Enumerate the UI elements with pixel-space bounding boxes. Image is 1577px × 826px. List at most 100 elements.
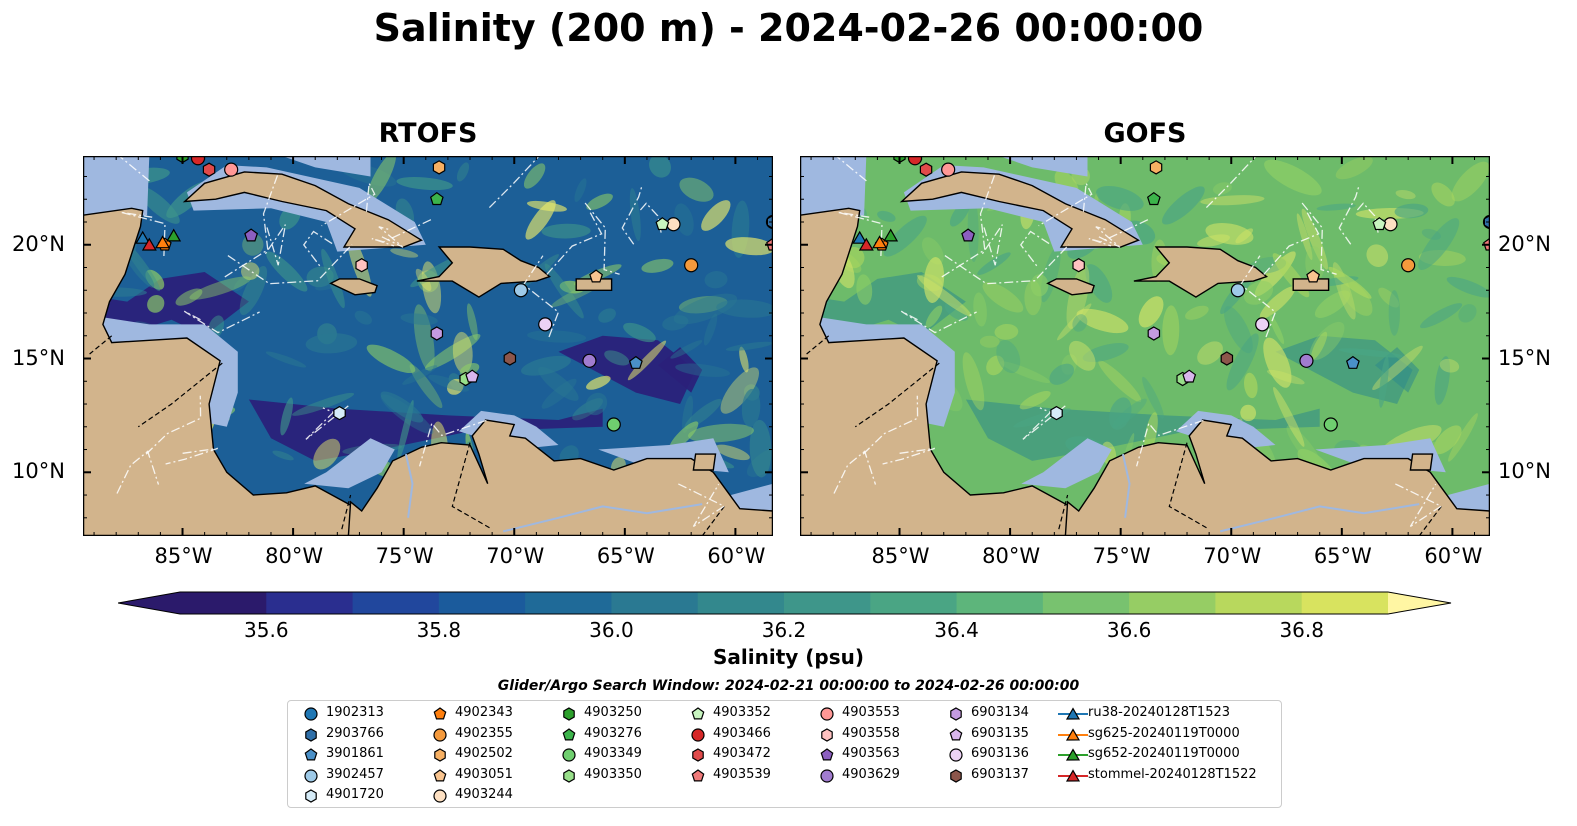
colorbar-tick-label: 36.2 [761, 618, 807, 642]
eez-boundary [264, 224, 287, 266]
river [1121, 453, 1131, 518]
eez-boundary [305, 405, 349, 440]
lon-tick-label: 70°W [1203, 544, 1262, 568]
land-hispaniola [416, 246, 552, 298]
salinity-eddy [883, 215, 927, 257]
land-trinidad [1409, 453, 1434, 471]
gofs-map [800, 156, 1490, 536]
salinity-eddy [456, 162, 470, 182]
salinity-eddy [366, 156, 396, 203]
salinity-eddy [428, 374, 469, 392]
marker-4902355 [684, 258, 699, 273]
salinity-eddy [280, 397, 294, 436]
salinity-eddy [604, 350, 630, 366]
lon-tick-label: 75°W [1092, 544, 1151, 568]
pentagon-marker-icon [562, 727, 576, 740]
eez-boundary [621, 186, 643, 245]
border-line [89, 335, 113, 355]
legend-item-label: 4903051 [455, 766, 513, 782]
colorbar-segment [525, 592, 612, 614]
eez-boundary [941, 172, 997, 278]
circle-marker-icon [304, 768, 318, 783]
salinity-eddy [354, 310, 372, 325]
eez-boundary [1022, 405, 1066, 440]
legend-item-label: sg625-20240119T0000 [1088, 725, 1240, 741]
legend-item-label: 4903250 [584, 705, 642, 720]
marker-4903276 [1146, 191, 1161, 206]
salinity-eddy [538, 366, 579, 401]
salinity-eddy [925, 305, 943, 328]
colorbar-tick-label: 36.8 [1279, 618, 1324, 642]
hexagon-marker-icon [563, 707, 575, 721]
legend-item-label: ru38-20240128T1523 [1088, 705, 1231, 720]
salinity-eddy [424, 334, 481, 371]
pentagon-marker-icon [691, 707, 705, 720]
salinity-eddy [739, 346, 749, 373]
lon-tick-label: 70°W [486, 544, 545, 568]
land-puertoRico [575, 278, 613, 292]
salinity-eddy [527, 330, 587, 343]
salinity-eddy [409, 364, 443, 409]
marker-3902457 [1230, 283, 1245, 298]
salinity-eddy [175, 288, 203, 306]
lat-tick-label-left: 20°N [12, 231, 65, 256]
salinity-eddy [1335, 156, 1373, 180]
salinity-eddy [1314, 290, 1351, 318]
salinity-eddy [1185, 305, 1209, 320]
circle-marker-icon [304, 707, 318, 721]
salinity-eddy [452, 331, 473, 374]
colorbar-tick-label: 35.6 [244, 618, 289, 642]
salinity-eddy [1264, 159, 1322, 196]
rtofs-map [83, 156, 773, 536]
salinity-eddy [678, 296, 728, 314]
salinity-eddy [979, 335, 1000, 348]
salinity-eddy [272, 450, 294, 461]
salinity-eddy [1019, 390, 1051, 410]
border-line [806, 335, 830, 355]
colorbar-tick-label: 36.4 [934, 618, 979, 642]
eez-boundary [1095, 226, 1121, 248]
marker-3901861 [1345, 355, 1360, 369]
lat-tick-label-left: 15°N [12, 345, 65, 370]
marker-4903244 [1383, 217, 1398, 232]
colorbar-segment [1042, 592, 1130, 614]
salinity-eddy [1431, 182, 1455, 207]
salinity-eddy [541, 378, 577, 409]
salinity-eddy [716, 299, 773, 318]
eez-boundary [118, 156, 150, 182]
salinity-eddy [189, 276, 252, 300]
marker-4902502 [432, 160, 446, 175]
salinity-eddy [1142, 376, 1164, 419]
eez-boundary [522, 255, 560, 338]
colorbar-label: Salinity (psu) [712, 645, 864, 669]
lon-tick-label: 75°W [375, 544, 434, 568]
marker-4903352 [655, 217, 670, 231]
salinity-eddy [1082, 342, 1129, 363]
land-hispaniola [1133, 246, 1269, 298]
marker-sg625-20240119T0000 [872, 235, 888, 249]
marker-4903558 [1072, 258, 1085, 273]
pentagon-marker-icon [433, 768, 447, 781]
legend-item-label: 6903134 [971, 705, 1029, 720]
marker-6903136 [538, 317, 553, 332]
marker-4903629 [1299, 353, 1314, 368]
salinity-eddy [967, 196, 979, 263]
salinity-eddy [1340, 279, 1373, 316]
salinity-eddy [629, 188, 641, 242]
legend-item-label: 4902343 [455, 705, 513, 720]
colorbar-segment [697, 592, 785, 614]
lat-tick-label-right: 20°N [1498, 231, 1551, 256]
salinity-eddy [1273, 386, 1305, 447]
colorbar-tick-label: 36.6 [1106, 618, 1152, 642]
salinity-eddy [1311, 331, 1328, 360]
figure-title: Salinity (200 m) - 2024-02-26 00:00:00 [373, 6, 1204, 50]
salinity-eddy [1448, 413, 1478, 462]
colorbar-under-arrow [118, 592, 180, 614]
marker-4903629 [582, 353, 597, 368]
salinity-eddy [1144, 412, 1158, 455]
legend-item-label: 2903766 [326, 725, 384, 741]
salinity-eddy [725, 237, 773, 256]
salinity-eddy [305, 333, 358, 354]
salinity-eddy [679, 177, 714, 202]
salinity-eddy [1205, 222, 1254, 245]
